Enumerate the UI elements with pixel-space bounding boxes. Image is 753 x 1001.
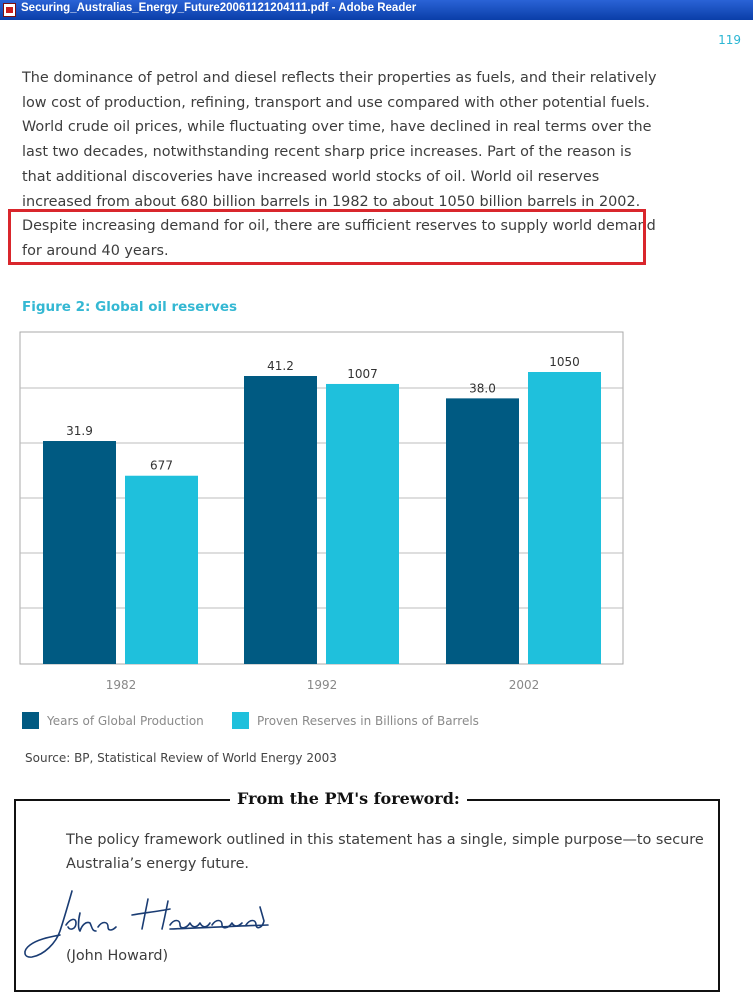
bar-reserves-1992 <box>326 383 399 664</box>
bar-reserves-1982 <box>125 475 198 664</box>
bar-production-2002 <box>446 398 519 664</box>
window-title-bar: Securing_Australias_Energy_Future2006112… <box>0 0 753 20</box>
bar-production-1992 <box>244 376 317 664</box>
window-title: Securing_Australias_Energy_Future2006112… <box>21 2 417 14</box>
x-tick-label: 1992 <box>307 678 338 692</box>
bar-production-1982 <box>43 441 116 664</box>
paragraph-line: World crude oil prices, while fluctuatin… <box>22 119 652 136</box>
foreword-quote-line: Australia’s energy future. <box>66 856 249 872</box>
pdf-document-icon <box>3 3 16 17</box>
data-label: 1050 <box>549 355 580 369</box>
foreword-quote-line: The policy framework outlined in this st… <box>66 832 704 848</box>
foreword-quote: The policy framework outlined in this st… <box>66 828 706 876</box>
data-label: 38.0 <box>469 381 496 395</box>
bar-chart: 31.9 41.2 38.0 677 1007 1050 1982 1992 2002 <box>19 331 624 692</box>
signature-name: (John Howard) <box>66 948 169 964</box>
data-label: 1007 <box>347 367 378 381</box>
paragraph-line: that additional discoveries have increas… <box>22 168 600 185</box>
x-tick-label: 1982 <box>106 678 137 692</box>
body-paragraph: The dominance of petrol and diesel refle… <box>22 66 662 264</box>
data-label: 677 <box>150 459 173 473</box>
bar-reserves-2002 <box>528 372 601 664</box>
data-label: 31.9 <box>66 424 93 438</box>
paragraph-line-highlighted: for around 40 years. <box>22 242 169 259</box>
foreword-heading: From the PM's foreword: <box>230 789 467 808</box>
paragraph-line-highlighted: Despite increasing demand for oil, there… <box>22 218 656 235</box>
paragraph-line: increased from about 680 billion barrels… <box>22 193 641 210</box>
x-tick-label: 2002 <box>509 678 540 692</box>
paragraph-line: The dominance of petrol and diesel refle… <box>22 70 657 86</box>
figure-source: Source: BP, Statistical Review of World … <box>25 751 337 765</box>
highlight-annotation-box <box>8 209 646 265</box>
figure-title: Figure 2: Global oil reserves <box>22 299 238 315</box>
handwritten-signature <box>24 890 269 958</box>
legend-swatch-production <box>22 712 39 729</box>
legend-swatch-reserves <box>232 712 249 729</box>
paragraph-line: low cost of production, refining, transp… <box>22 94 650 111</box>
page-number: 119 <box>718 33 741 47</box>
data-label: 41.2 <box>267 359 294 373</box>
paragraph-line: last two decades, notwithstanding recent… <box>22 144 632 161</box>
legend-label-reserves: Proven Reserves in Billions of Barrels <box>257 714 479 728</box>
legend-label-production: Years of Global Production <box>47 714 204 728</box>
